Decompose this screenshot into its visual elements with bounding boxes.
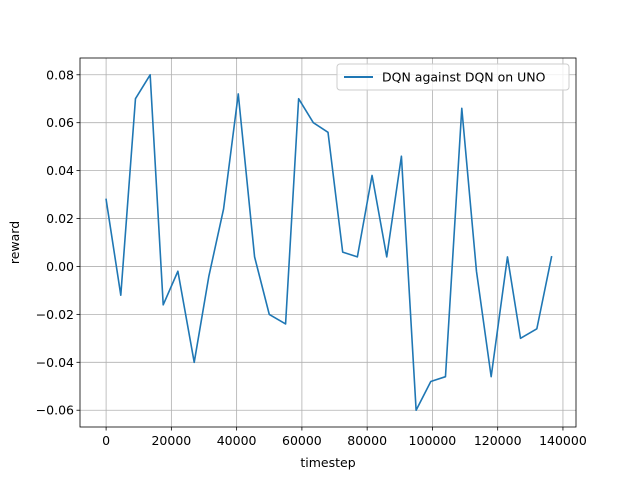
- y-axis-label: reward: [7, 221, 22, 264]
- y-tick-label: 0.08: [46, 67, 74, 82]
- legend: DQN against DQN on UNO: [336, 63, 570, 91]
- y-tick-label: −0.06: [36, 403, 74, 418]
- x-tick-label: 80000: [347, 433, 387, 448]
- y-tick-label: 0.00: [46, 259, 74, 274]
- plot-area: [80, 58, 576, 427]
- y-tick-label: 0.06: [46, 115, 74, 130]
- legend-entry: DQN against DQN on UNO: [382, 70, 546, 85]
- plot-frame: [79, 57, 577, 428]
- x-tick-label: 20000: [151, 433, 191, 448]
- y-axis: −0.06 −0.04 −0.02 0.00 0.02 0.04 0.06 0.08: [36, 67, 80, 418]
- y-tick-label: 0.04: [46, 163, 74, 178]
- x-tick-label: 0: [102, 433, 110, 448]
- x-axis: 0 20000 40000 60000 80000 100000 120000 140000: [102, 427, 587, 448]
- y-tick-label: 0.02: [46, 211, 74, 226]
- x-tick-label: 40000: [217, 433, 257, 448]
- x-tick-label: 100000: [409, 433, 457, 448]
- y-tick-label: −0.04: [36, 355, 74, 370]
- x-axis-label: timestep: [300, 455, 355, 470]
- x-tick-label: 60000: [282, 433, 322, 448]
- y-tick-label: −0.02: [36, 307, 74, 322]
- x-tick-label: 120000: [474, 433, 522, 448]
- legend-box: [336, 63, 570, 91]
- series-layer: [105, 73, 553, 412]
- series-line: [105, 73, 553, 412]
- x-tick-label: 140000: [539, 433, 587, 448]
